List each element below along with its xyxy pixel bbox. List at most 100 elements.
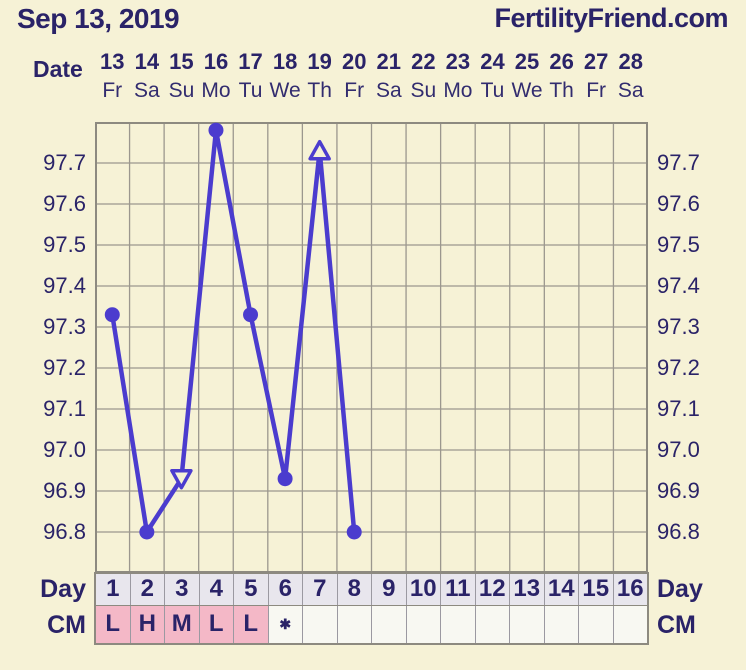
cycle-day-cell[interactable]: 15 [578, 574, 613, 605]
weekday-cell: Tu [480, 79, 505, 102]
cm-value-cell [302, 606, 337, 643]
cycle-day-cell[interactable]: 5 [233, 574, 268, 605]
weekday-cell: Mo [443, 79, 473, 102]
y-tick-right: 97.5 [657, 232, 700, 257]
y-tick-left: 97.1 [43, 396, 86, 421]
y-tick-right: 97.3 [657, 314, 700, 339]
temp-point-triangle-down-day-3 [170, 468, 193, 490]
temp-point-circle-day-5 [243, 307, 259, 323]
date-cell: 13 [100, 49, 125, 74]
date-cell: 26 [549, 49, 574, 74]
y-tick-left: 97.4 [43, 273, 86, 298]
date-cell: 15 [169, 49, 194, 74]
date-row-label: Date [33, 56, 83, 82]
y-tick-right: 97.6 [657, 191, 700, 216]
temp-point-circle-day-6 [277, 471, 293, 487]
date-cell: 18 [272, 49, 298, 74]
weekday-cell: Sa [375, 79, 402, 102]
y-tick-left: 97.0 [43, 437, 86, 462]
y-tick-left: 96.8 [43, 519, 86, 544]
temp-point-circle-day-8 [346, 524, 362, 540]
bbt-temperature-chart [95, 122, 648, 573]
cycle-day-cell[interactable]: 11 [440, 574, 475, 605]
y-tick-left: 97.6 [43, 191, 86, 216]
weekday-cell: Sa [134, 79, 160, 102]
date-cell: 28 [618, 49, 643, 74]
cycle-day-cell[interactable]: 2 [129, 574, 164, 605]
cm-row-label-right: CM [657, 611, 696, 639]
y-tick-left: 96.9 [43, 478, 86, 503]
y-tick-right: 97.1 [657, 396, 700, 421]
cycle-day-cell[interactable]: 16 [612, 574, 647, 605]
day-row-label-left: Day [40, 575, 86, 603]
cm-value-cell: L [233, 606, 268, 643]
temp-point-circle-day-1 [104, 307, 120, 323]
cycle-day-cell[interactable]: 1 [96, 574, 130, 605]
weekday-row: Fr Sa Su Mo Tu We Th Fr Sa Su Mo Tu We Th Fr Sa [95, 79, 648, 103]
weekday-cell: Th [307, 79, 332, 102]
cm-value-cell [371, 606, 406, 643]
date-cell: 14 [134, 49, 160, 74]
cm-value-cell [405, 606, 440, 643]
date-cell: 19 [307, 49, 332, 74]
cervical-mucus-row: L H M L L ✱ [94, 605, 649, 645]
y-tick-right: 97.7 [657, 150, 700, 175]
cycle-day-cell[interactable]: 7 [302, 574, 337, 605]
cycle-day-cell[interactable]: 14 [543, 574, 578, 605]
weekday-cell: We [511, 79, 543, 102]
y-tick-left: 97.3 [43, 314, 86, 339]
brand-watermark: FertilityFriend.com [494, 3, 728, 33]
day-number-row: 1 2 3 4 5 6 7 8 9 10 11 12 13 14 15 16 [94, 572, 649, 606]
cm-value-cell: H [129, 606, 164, 643]
cycle-day-cell[interactable]: 3 [164, 574, 199, 605]
weekday-cell: Fr [102, 79, 123, 102]
weekday-cell: We [269, 79, 301, 102]
date-cell: 16 [203, 49, 229, 74]
cycle-day-cell[interactable]: 6 [267, 574, 302, 605]
temperature-line [110, 127, 357, 535]
cm-value-cell: M [164, 606, 199, 643]
cm-value-cell [543, 606, 578, 643]
y-tick-right: 97.2 [657, 355, 700, 380]
cm-value-cell [440, 606, 475, 643]
cycle-day-cell[interactable]: 10 [405, 574, 440, 605]
date-cell: 22 [411, 49, 436, 74]
y-tick-left: 97.5 [43, 232, 86, 257]
y-tick-right: 97.0 [657, 437, 700, 462]
date-cell: 24 [480, 49, 505, 74]
weekday-cell: Tu [238, 79, 263, 102]
weekday-cell: Sa [617, 79, 644, 102]
temp-point-circle-day-2 [139, 524, 155, 540]
cm-value-cell [509, 606, 544, 643]
y-tick-right: 96.8 [657, 519, 700, 544]
y-tick-left: 97.2 [43, 355, 86, 380]
day-row-label-right: Day [657, 575, 703, 603]
cm-value-cell [474, 606, 509, 643]
date-cell: 21 [376, 49, 402, 74]
temp-point-triangle-up-day-7 [308, 139, 331, 161]
cycle-day-cell[interactable]: 4 [198, 574, 233, 605]
cm-row-label-left: CM [47, 611, 86, 639]
date-cell: 23 [445, 49, 471, 74]
cm-value-cell [336, 606, 371, 643]
date-cell: 27 [583, 49, 609, 74]
chart-date-title: Sep 13, 2019 [17, 3, 180, 34]
cm-value-cell: L [198, 606, 233, 643]
weekday-cell: Su [168, 79, 195, 102]
date-cell: 20 [341, 49, 367, 74]
cm-value-cell [612, 606, 647, 643]
cycle-day-cell[interactable]: 12 [474, 574, 509, 605]
weekday-cell: Fr [586, 79, 607, 102]
cm-value-cell: L [96, 606, 130, 643]
y-tick-left: 97.7 [43, 150, 86, 175]
weekday-cell: Mo [201, 79, 231, 102]
cycle-day-cell[interactable]: 9 [371, 574, 406, 605]
date-cell: 17 [238, 49, 263, 74]
date-row: 13 14 15 16 17 18 19 20 21 22 23 24 25 26 27 28 [95, 49, 648, 75]
date-cell: 25 [514, 49, 540, 74]
cycle-day-cell[interactable]: 13 [509, 574, 544, 605]
y-tick-right: 96.9 [657, 478, 700, 503]
cycle-day-cell[interactable]: 8 [336, 574, 371, 605]
weekday-cell: Su [410, 79, 437, 102]
